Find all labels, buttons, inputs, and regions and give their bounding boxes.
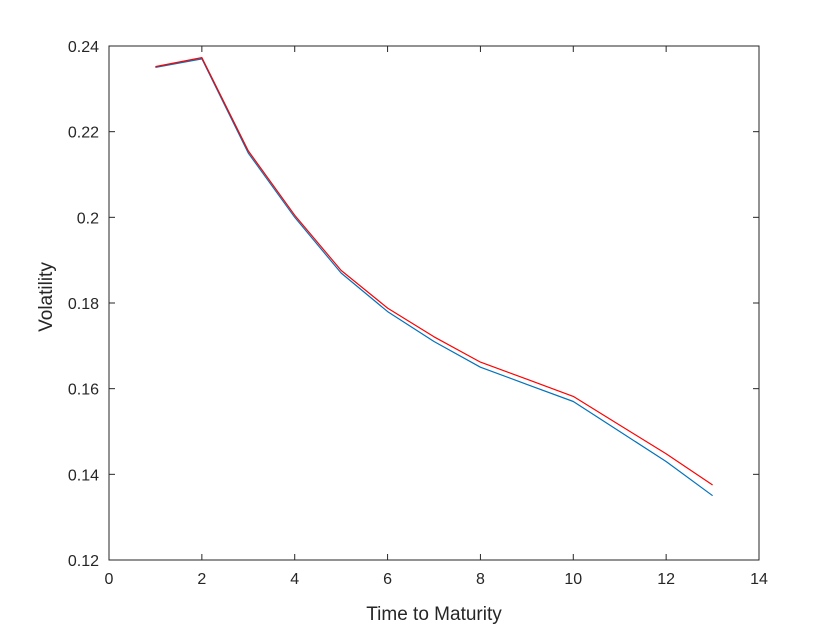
x-tick-label: 12 [657, 571, 675, 588]
y-tick-label: 0.24 [68, 39, 99, 56]
series-line-1 [155, 58, 713, 497]
x-tick-label: 0 [105, 571, 114, 588]
x-tick-label: 6 [383, 571, 392, 588]
axis-ticks: 0 2 4 6 8 10 12 14 0.12 0.14 0.16 0.18 0.2 0.22 0.24 [68, 39, 768, 588]
y-axis-label: Volatility [36, 262, 57, 332]
x-axis-label: Time to Maturity [366, 604, 502, 625]
x-tick-label: 8 [476, 571, 485, 588]
y-tick-label: 0.12 [68, 553, 99, 570]
x-tick-label: 4 [290, 571, 299, 588]
y-tick-label: 0.16 [68, 382, 99, 399]
y-tick-label: 0.18 [68, 296, 99, 313]
y-tick-label: 0.14 [68, 467, 99, 484]
axes-box [108, 45, 760, 561]
x-tick-label: 2 [197, 571, 206, 588]
series-group [155, 56, 713, 497]
y-tick-label: 0.22 [68, 125, 99, 142]
x-tick-label: 14 [750, 571, 768, 588]
plot-area [108, 45, 760, 561]
y-tick-label: 0.2 [77, 210, 99, 227]
series-line-2 [155, 56, 713, 486]
x-tick-label: 10 [564, 571, 582, 588]
